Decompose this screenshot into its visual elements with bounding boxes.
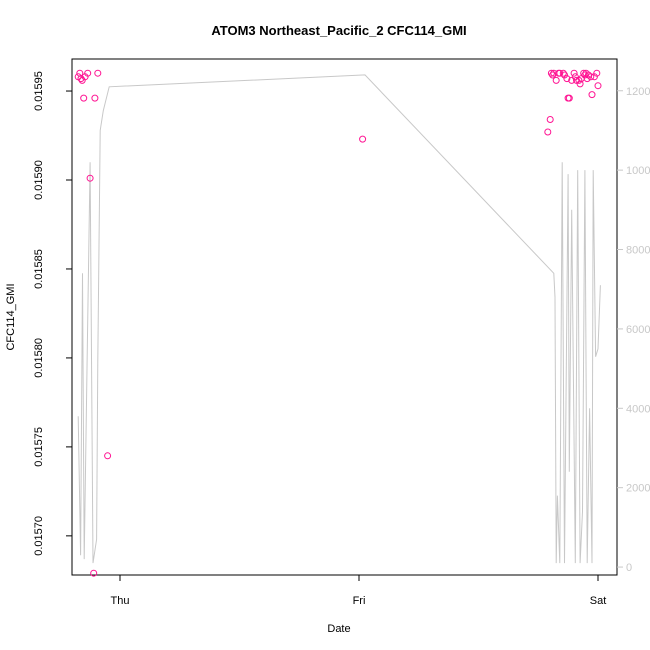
- data-point: [583, 75, 591, 83]
- x-tick-label: Sat: [590, 595, 607, 607]
- series-line: [77, 74, 601, 564]
- data-point: [561, 71, 568, 79]
- data-point: [565, 94, 573, 102]
- data-point: [576, 80, 584, 88]
- y-tick-label: 0.01590: [33, 160, 45, 200]
- y-tick-label: 0.01585: [33, 249, 45, 289]
- x-tick-label: Thu: [111, 595, 130, 607]
- chart-title: ATOM3 Northeast_Pacific_2 CFC114_GMI: [211, 23, 466, 38]
- y2-tick-label: 0: [626, 562, 632, 574]
- y-tick-label: 0.01580: [33, 338, 45, 378]
- data-point: [90, 569, 98, 577]
- data-point: [568, 76, 576, 84]
- y-axis-label: CFC114_GMI: [5, 283, 17, 350]
- x-tick-label: Fri: [353, 595, 366, 607]
- y2-tick-label: 6000: [626, 324, 650, 336]
- data-point: [559, 69, 567, 77]
- x-axis-label: Date: [327, 623, 350, 635]
- plot-area-frame: [71, 58, 618, 576]
- data-point: [86, 174, 94, 182]
- y2-tick-label: 12000: [626, 86, 650, 98]
- y2-tick-label: 4000: [626, 403, 650, 415]
- y2-tick-label: 8000: [626, 245, 650, 257]
- data-point: [588, 91, 596, 99]
- data-point: [587, 73, 595, 81]
- data-point: [359, 135, 367, 143]
- data-point: [556, 69, 564, 77]
- data-point: [570, 69, 578, 77]
- data-point: [552, 76, 560, 84]
- data-point: [94, 69, 102, 77]
- y2-tick-label: 2000: [626, 483, 650, 495]
- data-point: [544, 128, 552, 136]
- data-point: [547, 69, 555, 77]
- data-point: [104, 452, 112, 460]
- y-tick-label: 0.01575: [33, 427, 45, 467]
- data-point: [593, 69, 601, 77]
- data-point: [580, 69, 588, 77]
- y2-tick-label: 10000: [626, 165, 650, 177]
- data-point: [80, 94, 88, 102]
- y-tick-label: 0.01595: [33, 71, 45, 111]
- data-point: [77, 75, 85, 83]
- y-tick-label: 0.01570: [33, 516, 45, 556]
- data-point: [546, 116, 554, 123]
- data-point: [563, 75, 571, 83]
- data-point: [594, 82, 602, 90]
- data-point: [91, 94, 99, 102]
- data-point: [571, 73, 579, 81]
- data-point: [84, 69, 92, 77]
- data-point: [573, 76, 580, 84]
- data-point: [590, 73, 598, 81]
